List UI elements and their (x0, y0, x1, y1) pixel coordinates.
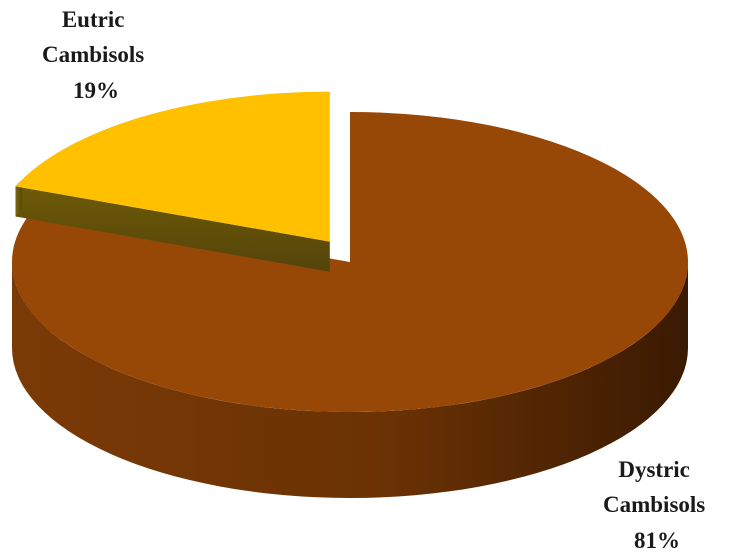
label-dystric-line2: Cambisols (603, 492, 705, 517)
label-eutric-cambisols: Eutric Cambisols 19% (42, 7, 150, 103)
label-eutric-line2: Cambisols (42, 42, 144, 67)
pie-slice-eutric-wall (15, 186, 330, 272)
pie-slice-dystric-side (12, 262, 688, 498)
label-dystric-value: 81% (634, 528, 680, 553)
pie-slice-dystric-cambisols (11, 112, 688, 498)
pie-slice-eutric-side (15, 179, 23, 217)
pie-slice-eutric-top (15, 91, 330, 242)
label-eutric-line1: Eutric (62, 7, 125, 32)
pie-slice-dystric-top (11, 112, 688, 412)
pie-slice-eutric-cambisols (15, 91, 330, 272)
label-dystric-cambisols: Dystric Cambisols 81% (603, 457, 711, 553)
label-dystric-line1: Dystric (618, 457, 690, 482)
label-eutric-value: 19% (73, 78, 119, 103)
